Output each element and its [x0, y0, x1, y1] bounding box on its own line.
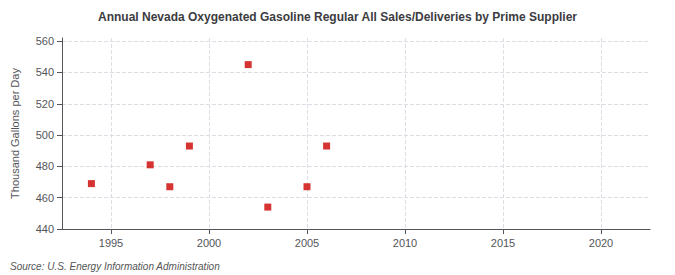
svg-text:500: 500	[36, 129, 54, 141]
svg-text:540: 540	[36, 66, 54, 78]
svg-text:460: 460	[36, 192, 54, 204]
svg-text:560: 560	[36, 35, 54, 47]
svg-text:2010: 2010	[393, 237, 417, 249]
svg-text:1995: 1995	[99, 237, 123, 249]
svg-text:520: 520	[36, 98, 54, 110]
svg-text:Thousand Gallons per Day: Thousand Gallons per Day	[9, 68, 21, 199]
svg-text:440: 440	[36, 223, 54, 235]
svg-text:480: 480	[36, 160, 54, 172]
svg-text:2000: 2000	[197, 237, 221, 249]
svg-text:2020: 2020	[589, 237, 613, 249]
svg-text:2015: 2015	[491, 237, 515, 249]
svg-text:Source: U.S. Energy Informatio: Source: U.S. Energy Information Administ…	[10, 261, 220, 272]
svg-text:Annual Nevada Oxygenated Gasol: Annual Nevada Oxygenated Gasoline Regula…	[98, 10, 577, 24]
svg-text:2005: 2005	[295, 237, 319, 249]
